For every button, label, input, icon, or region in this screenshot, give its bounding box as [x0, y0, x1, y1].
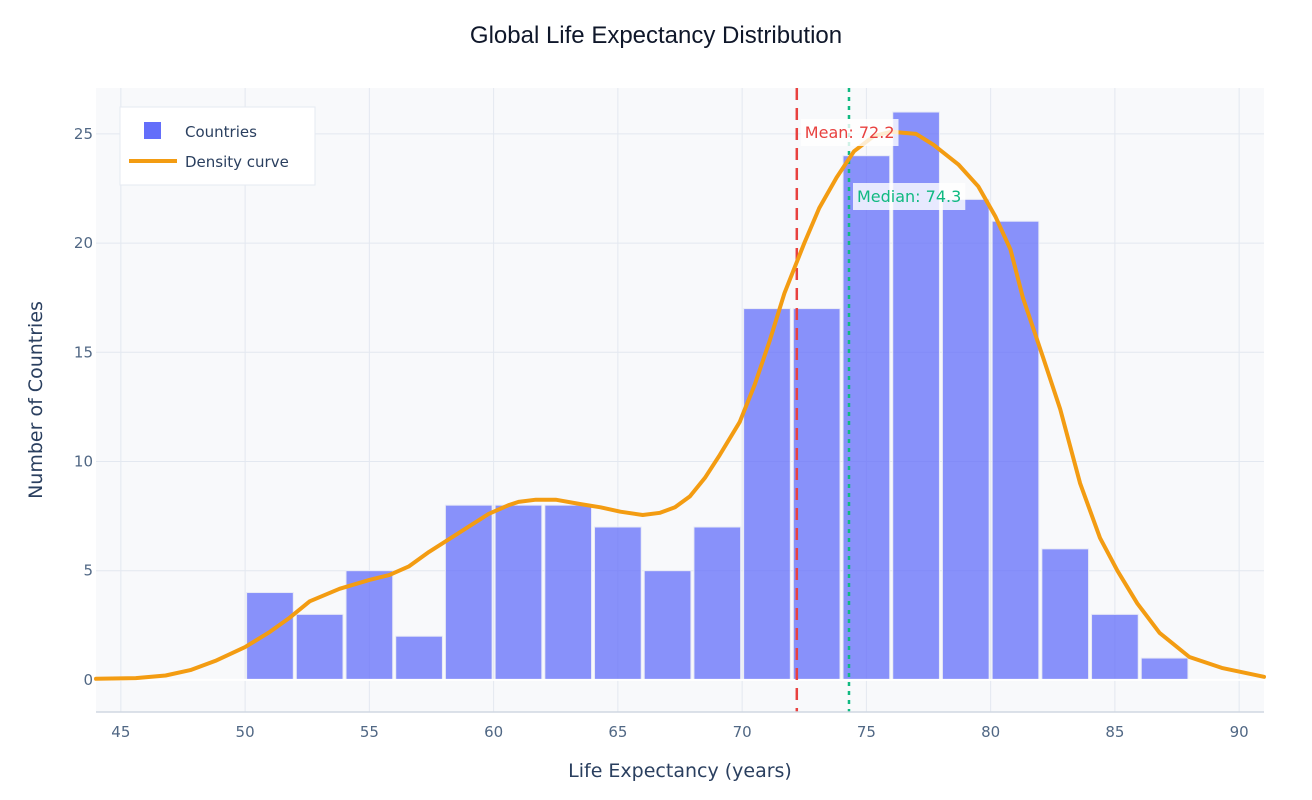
y-tick-label: 5	[83, 562, 93, 580]
y-tick-label: 20	[74, 234, 93, 252]
legend-label: Countries	[185, 123, 257, 141]
annotations: Mean: 72.2 Median: 74.3	[800, 119, 966, 210]
x-tick-label: 80	[981, 723, 1000, 741]
x-tick-label: 90	[1230, 723, 1249, 741]
legend-item-countries[interactable]: Countries	[144, 122, 257, 141]
chart-title: Global Life Expectancy Distribution	[470, 22, 842, 49]
histogram-bar[interactable]	[544, 504, 593, 681]
legend[interactable]: Countries Density curve	[119, 106, 316, 186]
median-label-bg	[852, 183, 966, 210]
histogram-bar[interactable]	[1140, 657, 1189, 681]
x-axis-title: Life Expectancy (years)	[568, 760, 792, 782]
x-tick-label: 75	[857, 723, 876, 741]
mean-label-bg	[800, 119, 899, 146]
histogram-bar[interactable]	[693, 526, 742, 681]
legend-label: Density curve	[185, 153, 289, 171]
x-tick-label: 70	[733, 723, 752, 741]
x-tick-label: 85	[1105, 723, 1124, 741]
histogram-bar[interactable]	[345, 570, 394, 681]
histogram-bar[interactable]	[941, 198, 990, 681]
histogram-bar[interactable]	[1041, 548, 1090, 681]
x-tick-label: 65	[608, 723, 627, 741]
legend-square-icon	[144, 122, 161, 139]
histogram-bar[interactable]	[494, 504, 543, 681]
mean-label: Mean: 72.2	[805, 123, 895, 142]
x-tick-label: 50	[236, 723, 255, 741]
x-tick-label: 55	[360, 723, 379, 741]
median-annotation: Median: 74.3	[852, 183, 966, 210]
reference-lines	[795, 88, 851, 712]
y-tick-label: 0	[83, 671, 93, 689]
histogram-bar[interactable]	[1091, 613, 1139, 681]
tick-labels: 45 50 55 60 65 70 75 80 85 90 0 5 10 15 20 25	[74, 125, 1249, 741]
legend-item-density-curve[interactable]: Density curve	[129, 153, 289, 171]
histogram-bars	[246, 111, 1189, 681]
density-curve-group	[94, 129, 1266, 681]
y-tick-label: 15	[74, 343, 93, 361]
histogram-bar[interactable]	[842, 155, 891, 681]
y-tick-label: 10	[74, 452, 93, 470]
histogram-bar[interactable]	[444, 504, 493, 681]
x-tick-label: 45	[111, 723, 130, 741]
histogram-bar[interactable]	[246, 592, 294, 681]
histogram-bar[interactable]	[991, 220, 1040, 681]
histogram-bar[interactable]	[792, 308, 841, 681]
legend-box	[119, 106, 316, 186]
histogram-bar[interactable]	[295, 613, 344, 681]
density-curve[interactable]	[94, 129, 1266, 681]
y-tick-label: 25	[74, 125, 93, 143]
x-tick-label: 60	[484, 723, 503, 741]
y-axis-title: Number of Countries	[25, 301, 47, 499]
histogram-bar[interactable]	[395, 635, 443, 681]
mean-annotation: Mean: 72.2	[800, 119, 899, 146]
histogram-bar[interactable]	[594, 526, 642, 681]
histogram-bar[interactable]	[743, 308, 791, 681]
median-label: Median: 74.3	[857, 187, 961, 206]
histogram-bar[interactable]	[643, 570, 692, 681]
